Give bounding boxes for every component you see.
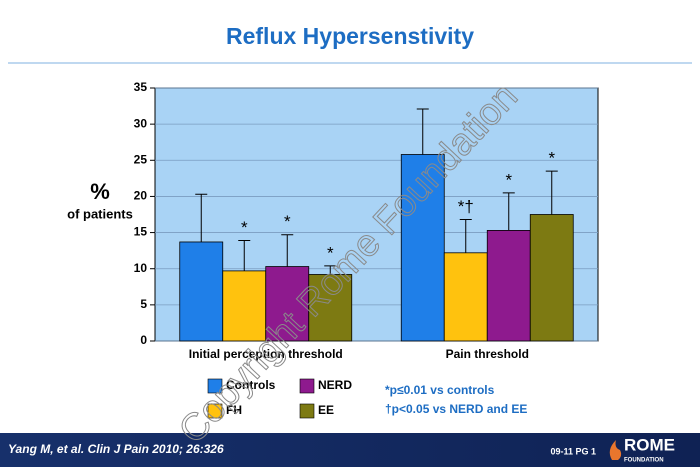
- y-axis-label: %: [90, 179, 110, 204]
- y-tick-label: 0: [140, 333, 147, 347]
- y-tick-label: 25: [134, 152, 148, 166]
- bar: [308, 274, 353, 342]
- significance-note: *†: [458, 197, 474, 216]
- significance-note: *: [505, 170, 512, 189]
- legend-swatch: [299, 403, 315, 419]
- footnote: *p≤0.01 vs controls: [385, 383, 495, 397]
- bar: [179, 241, 224, 342]
- bar: [486, 230, 531, 342]
- footer-bar: [0, 433, 700, 467]
- y-tick-label: 20: [134, 189, 148, 203]
- plot: 0 5 10 15 20 25 30 35 Initial perception thresho…: [134, 80, 599, 419]
- legend-label: EE: [318, 403, 334, 417]
- bar: [265, 266, 310, 342]
- bar: [222, 270, 267, 342]
- y-axis-sublabel: of patients: [67, 206, 133, 221]
- error-bar: [195, 193, 208, 242]
- significance-note: *: [241, 218, 248, 237]
- logo: ROME: [624, 435, 675, 454]
- legend-label: Controls: [226, 378, 276, 392]
- y-tick-label: 5: [140, 297, 147, 311]
- error-bar: [324, 265, 337, 275]
- legend-swatch: [207, 403, 223, 419]
- error-bar: [281, 234, 294, 267]
- error-bar: [545, 170, 558, 215]
- citation: Yang M, et al. Clin J Pain 2010; 26:326: [8, 442, 224, 456]
- bar: [443, 252, 488, 342]
- y-tick-label: 30: [134, 116, 148, 130]
- logo-sub: FOUNDATION: [624, 458, 664, 464]
- y-tick-label: 15: [134, 225, 148, 239]
- footnote: †p<0.05 vs NERD and EE: [385, 402, 527, 416]
- error-bar: [502, 192, 515, 231]
- legend-swatch: [299, 378, 315, 394]
- bar: [400, 154, 445, 342]
- bar: [529, 214, 574, 342]
- legend-swatch: [207, 378, 223, 394]
- y-tick-label: 10: [134, 261, 148, 275]
- legend-label: FH: [226, 403, 242, 417]
- error-bar: [238, 240, 251, 271]
- logo-flame: [609, 440, 622, 460]
- legend-label: NERD: [318, 378, 352, 392]
- error-bar: [459, 219, 472, 253]
- x-tick-label: Pain threshold: [446, 347, 529, 361]
- slide-title: Reflux Hypersenstivity: [226, 23, 474, 49]
- x-tick-label: Initial perception threshold: [189, 347, 343, 361]
- page-number: 09-11 PG 1: [550, 446, 596, 456]
- significance-note: *: [327, 243, 334, 262]
- error-bar: [416, 108, 429, 155]
- significance-note: *: [548, 149, 555, 168]
- y-tick-label: 35: [134, 80, 148, 94]
- significance-note: *: [284, 212, 291, 231]
